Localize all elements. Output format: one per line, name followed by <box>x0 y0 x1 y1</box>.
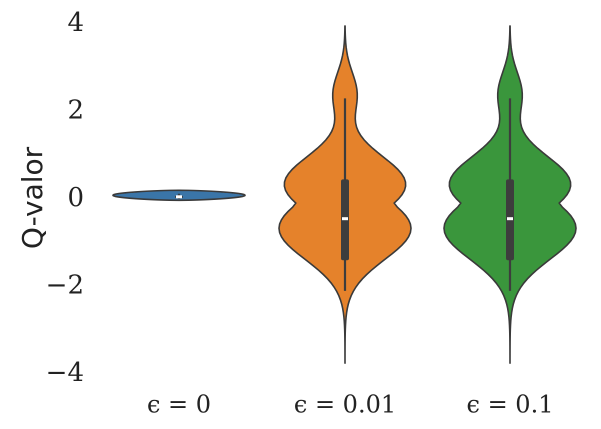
violin-median-1 <box>176 195 182 199</box>
violin-group <box>112 25 577 364</box>
y-axis-title: Q-valor <box>16 146 49 249</box>
violin-median-2 <box>342 217 348 221</box>
y-tick-label: −2 <box>46 271 84 301</box>
x-category-label: ϵ = 0.1 <box>467 391 554 419</box>
y-tick-label: 0 <box>67 183 84 213</box>
x-axis-categories: ϵ = 0 ϵ = 0.01 ϵ = 0.1 <box>147 391 554 419</box>
x-category-label: ϵ = 0.01 <box>294 391 396 419</box>
y-axis-ticks: 4 2 0 −2 −4 <box>46 8 84 388</box>
y-tick-label: 4 <box>67 8 84 38</box>
violin-median-3 <box>507 217 513 221</box>
y-tick-label: 2 <box>67 96 84 126</box>
y-tick-label: −4 <box>46 358 84 388</box>
x-category-label: ϵ = 0 <box>147 391 211 419</box>
